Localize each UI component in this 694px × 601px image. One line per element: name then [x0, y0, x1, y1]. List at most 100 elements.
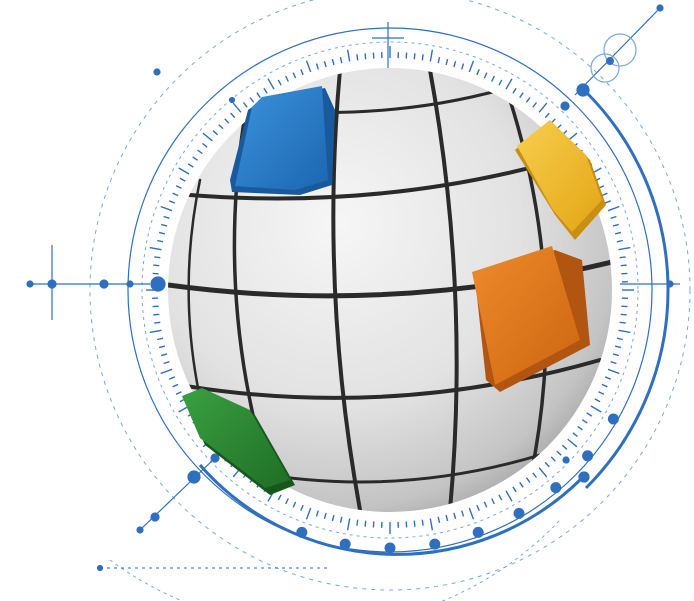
tick-mark: [413, 53, 416, 60]
tick-mark: [491, 75, 495, 82]
arc-dot: [513, 507, 525, 519]
tick-mark: [453, 61, 457, 68]
tick-mark: [305, 60, 312, 73]
tick-mark: [149, 329, 162, 334]
tick-mark: [315, 510, 319, 517]
tick-mark: [323, 61, 327, 68]
tick-mark: [429, 49, 434, 62]
tick-mark: [421, 54, 424, 61]
arc-dot: [296, 526, 308, 538]
tick-mark: [453, 512, 457, 519]
tick-mark: [267, 78, 275, 90]
tick-mark: [323, 512, 327, 519]
outer-rings: [89, 0, 691, 601]
tick-mark: [179, 177, 186, 182]
tick-mark: [331, 58, 335, 66]
tick-mark: [232, 102, 242, 113]
tick-mark: [149, 246, 162, 251]
tick-mark: [153, 313, 160, 316]
tick-mark: [607, 205, 620, 212]
tick-mark: [160, 368, 173, 375]
tick-mark: [538, 102, 548, 113]
tick-mark: [161, 223, 168, 227]
tick-mark: [614, 345, 622, 349]
tick-mark: [612, 353, 619, 357]
tick-mark: [163, 215, 170, 219]
tick-mark: [577, 425, 583, 431]
tick-mark: [598, 391, 605, 395]
tick-mark: [263, 87, 268, 94]
tick-mark: [572, 432, 578, 438]
tick-mark: [197, 149, 203, 155]
tick-mark: [604, 200, 611, 204]
tick-mark: [550, 456, 556, 462]
arc-dot: [550, 482, 562, 494]
yellow-tile: [515, 120, 606, 240]
tick-mark: [601, 192, 608, 197]
tick-mark: [544, 461, 550, 468]
tick-mark: [169, 200, 176, 204]
tick-mark: [157, 239, 164, 243]
tick-mark: [445, 58, 449, 66]
tick-mark: [619, 321, 626, 324]
tick-mark: [505, 490, 513, 502]
tick-mark: [242, 102, 248, 108]
tick-mark: [505, 78, 513, 90]
tick-mark: [538, 467, 548, 478]
tick-mark: [154, 321, 161, 324]
tick-mark: [413, 520, 416, 527]
arc-dot: [384, 542, 396, 554]
tick-mark: [230, 112, 236, 119]
tick-mark: [476, 504, 480, 511]
tick-mark: [512, 486, 517, 493]
tick-mark: [601, 383, 608, 388]
tick-mark: [561, 444, 568, 450]
tick-mark: [160, 205, 173, 212]
tick-mark: [300, 504, 304, 511]
tick-mark: [468, 507, 475, 520]
tick-mark: [519, 481, 524, 488]
tick-mark: [364, 520, 367, 527]
tick-mark: [483, 501, 488, 508]
tick-mark: [532, 472, 538, 478]
tick-mark: [346, 49, 351, 62]
tick-mark: [277, 79, 282, 86]
bottom-dot-arc: [296, 413, 619, 554]
tick-mark: [445, 514, 449, 522]
tick-mark: [202, 142, 208, 148]
tick-mark: [153, 264, 160, 267]
tick-mark: [620, 264, 627, 267]
tick-mark: [178, 167, 190, 175]
tick-mark: [172, 192, 179, 197]
tick-mark: [158, 231, 166, 235]
tick-mark: [364, 53, 367, 60]
tick-mark: [544, 112, 550, 119]
tick-mark: [346, 518, 351, 531]
tick-mark: [476, 69, 480, 76]
tick-mark: [612, 223, 619, 227]
tick-mark: [618, 246, 631, 251]
tick-mark: [356, 54, 359, 61]
tick-mark: [175, 185, 182, 189]
tick-mark: [331, 514, 335, 522]
tick-mark: [437, 516, 441, 523]
tick-mark: [614, 231, 622, 235]
crosshair-lines: [26, 4, 680, 572]
target-circles: [590, 33, 637, 83]
arc-dot: [429, 538, 441, 550]
tick-mark: [498, 494, 503, 501]
tick-mark: [532, 102, 538, 108]
arc-dot: [607, 413, 619, 425]
tick-mark: [224, 118, 230, 124]
tick-mark: [175, 391, 182, 395]
tick-mark: [158, 345, 166, 349]
tick-mark: [277, 494, 282, 501]
tick-mark: [437, 57, 441, 64]
tick-mark: [339, 516, 343, 523]
tick-mark: [202, 132, 213, 142]
tick-mark: [169, 376, 176, 380]
tick-mark: [590, 405, 602, 413]
arc-dot: [472, 526, 484, 538]
